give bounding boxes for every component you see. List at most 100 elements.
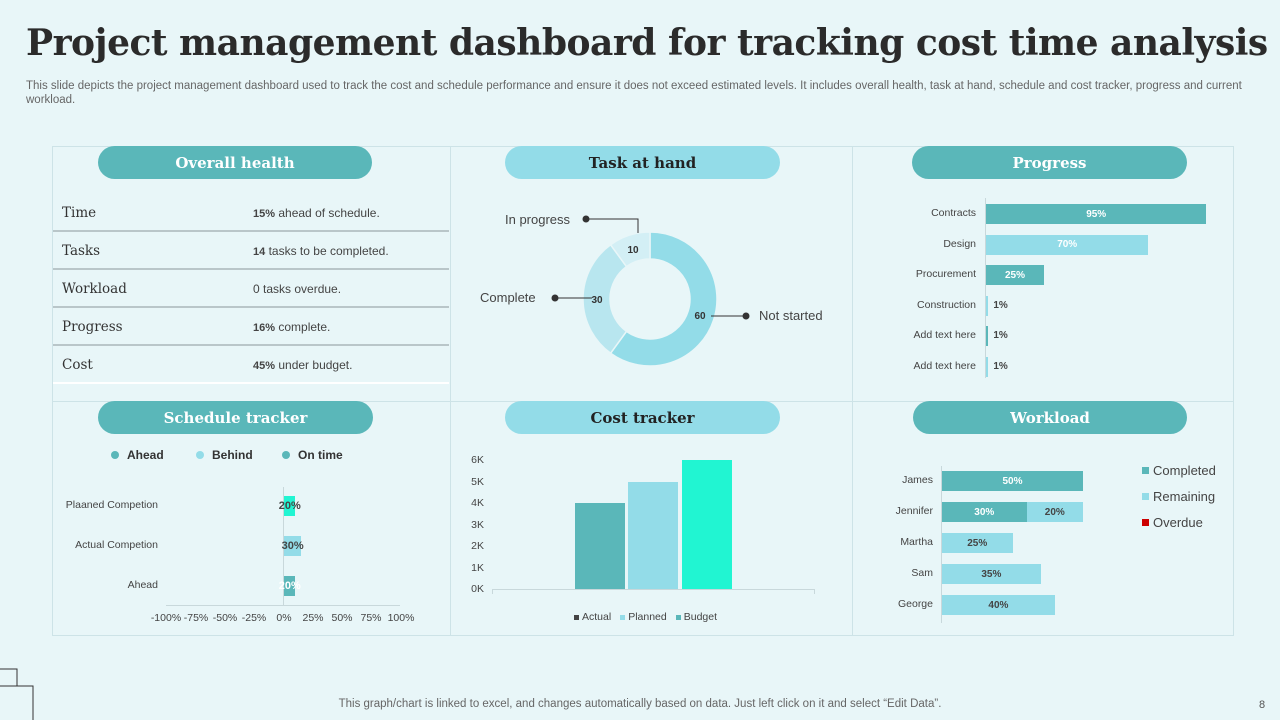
axis-line bbox=[283, 487, 284, 605]
cost-y-tick: 3K bbox=[471, 518, 484, 531]
donut-label-not-started: Not started bbox=[759, 308, 823, 323]
cost-y-tick: 6K bbox=[471, 454, 484, 466]
cost-legend: Actual Planned Budget bbox=[574, 611, 717, 623]
legend-behind: Behind bbox=[196, 448, 253, 462]
health-value: 0 tasks overdue. bbox=[253, 281, 342, 296]
schedule-x-tick: 0% bbox=[276, 612, 292, 624]
health-row-progress: Progress 16% complete. bbox=[53, 309, 449, 346]
workload-remaining-bar: 20% bbox=[1026, 502, 1083, 522]
cost-bar-planned bbox=[628, 481, 678, 589]
divider bbox=[852, 146, 853, 636]
progress-value-label: 1% bbox=[993, 330, 1008, 341]
cost-bar-budget bbox=[682, 460, 732, 589]
health-value: 15% ahead of schedule. bbox=[253, 205, 380, 220]
health-label: Workload bbox=[62, 280, 127, 297]
schedule-x-tick: -50% bbox=[212, 612, 238, 624]
schedule-x-tick: 25% bbox=[302, 612, 324, 624]
callout-dot bbox=[551, 294, 559, 302]
cost-y-tick: 2K bbox=[471, 540, 484, 552]
cost-y-tick: 4K bbox=[471, 497, 484, 509]
workload-person-label: Jennifer bbox=[895, 505, 933, 517]
overall-health-heading: Overall health bbox=[98, 146, 372, 179]
legend-budget: Budget bbox=[675, 611, 717, 623]
health-label: Cost bbox=[62, 356, 93, 373]
health-row-cost: Cost 45% under budget. bbox=[53, 347, 449, 384]
progress-bar: 70% bbox=[986, 234, 1149, 255]
axis-line bbox=[941, 466, 942, 623]
legend-on-time: On time bbox=[282, 448, 343, 462]
workload-heading: Workload bbox=[913, 401, 1187, 434]
progress-category-label: Add text here bbox=[913, 329, 976, 341]
schedule-x-tick: -100% bbox=[150, 612, 182, 624]
slice-label-not-started: 60 bbox=[694, 311, 706, 322]
donut-label-complete: Complete bbox=[480, 290, 536, 305]
donut-slice-complete bbox=[582, 243, 628, 355]
cost-bar-actual bbox=[575, 503, 625, 589]
progress-category-label: Construction bbox=[917, 298, 976, 311]
workload-completed-bar: 30% bbox=[942, 502, 1027, 522]
workload-completed-bar: 50% bbox=[942, 471, 1083, 491]
axis-line bbox=[166, 605, 400, 606]
progress-value-label: 1% bbox=[993, 299, 1008, 311]
schedule-x-tick: -25% bbox=[241, 612, 267, 624]
progress-category-label: Design bbox=[943, 237, 976, 250]
cost-y-tick: 5K bbox=[471, 475, 484, 488]
corner-decoration bbox=[0, 668, 34, 720]
schedule-category-label: Plaaned Competion bbox=[65, 499, 158, 511]
progress-category-label: Add text here bbox=[913, 359, 976, 372]
page-subtitle: This slide depicts the project managemen… bbox=[26, 80, 1242, 106]
schedule-bar: 30% bbox=[282, 536, 304, 556]
legend-planned: Planned bbox=[620, 611, 667, 623]
schedule-x-tick: 75% bbox=[360, 612, 382, 624]
schedule-x-tick: 50% bbox=[331, 612, 353, 624]
axis-line bbox=[985, 198, 986, 378]
health-row-tasks: Tasks 14 tasks to be completed. bbox=[53, 233, 449, 270]
legend-actual: Actual bbox=[574, 611, 611, 623]
schedule-bar: 20% bbox=[279, 496, 301, 516]
callout-line bbox=[586, 218, 639, 233]
progress-bar bbox=[986, 295, 989, 316]
cost-y-tick: 0K bbox=[471, 583, 484, 595]
health-value: 14 tasks to be completed. bbox=[253, 243, 389, 258]
health-value: 45% under budget. bbox=[253, 357, 353, 372]
progress-bar bbox=[986, 356, 989, 377]
schedule-category-label: Ahead bbox=[127, 579, 158, 591]
slice-label-complete: 30 bbox=[591, 295, 603, 306]
divider bbox=[450, 146, 451, 636]
progress-bar: 25% bbox=[986, 265, 1044, 285]
progress-heading: Progress bbox=[912, 146, 1187, 179]
progress-bar: 95% bbox=[986, 204, 1207, 224]
workload-person-label: George bbox=[897, 598, 933, 610]
callout-dot bbox=[582, 215, 590, 223]
workload-person-label: Sam bbox=[911, 567, 933, 579]
donut-label-in-progress: In progress bbox=[505, 212, 571, 227]
progress-bar bbox=[986, 326, 989, 346]
cost-y-tick: 1K bbox=[471, 561, 484, 574]
health-row-workload: Workload 0 tasks overdue. bbox=[53, 271, 449, 308]
legend-overdue: Overdue bbox=[1142, 515, 1203, 530]
footer-note: This graph/chart is linked to excel, and… bbox=[338, 698, 942, 710]
workload-remaining-bar: 40% bbox=[942, 595, 1055, 615]
health-label: Tasks bbox=[62, 242, 101, 259]
task-donut-chart: 10 30 60 bbox=[551, 215, 750, 367]
legend-completed: Completed bbox=[1142, 463, 1216, 478]
workload-person-label: Martha bbox=[900, 536, 933, 548]
page-number: 8 bbox=[1259, 699, 1266, 711]
callout-dot bbox=[742, 312, 750, 320]
health-row-time: Time 15% ahead of schedule. bbox=[53, 195, 449, 232]
task-at-hand-heading: Task at hand bbox=[505, 146, 780, 179]
legend-ahead: Ahead bbox=[111, 448, 164, 462]
health-label: Time bbox=[62, 204, 97, 221]
page-title: Project management dashboard for trackin… bbox=[26, 22, 1268, 64]
legend-remaining: Remaining bbox=[1142, 489, 1215, 504]
workload-remaining-bar: 25% bbox=[942, 533, 1013, 553]
progress-category-label: Contracts bbox=[931, 207, 976, 219]
axis-line bbox=[492, 589, 815, 590]
donut-slice-not-started bbox=[609, 231, 718, 367]
workload-remaining-bar: 35% bbox=[942, 564, 1041, 584]
schedule-x-tick: 100% bbox=[387, 612, 415, 624]
schedule-category-label: Actual Competion bbox=[75, 539, 158, 551]
donut-slice-in-progress bbox=[609, 231, 651, 268]
slice-label-in-progress: 10 bbox=[627, 245, 639, 256]
schedule-x-tick: -75% bbox=[183, 612, 209, 624]
